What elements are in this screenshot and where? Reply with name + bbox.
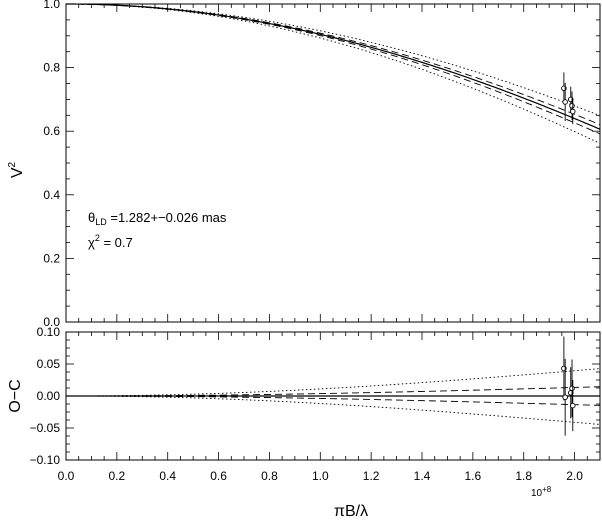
visibility-y-tick-label-4: 0.8	[43, 61, 60, 75]
visibility-point-3	[569, 103, 575, 109]
visibility-model-curves	[66, 3, 601, 144]
theta-annotation: θLD =1.282+−0.026 mas	[88, 210, 227, 227]
residual-model-curves	[66, 368, 601, 425]
residual-panel: −0.10 −0.05 0.00 0.05 0.10 0.0 0.2 0.4 0.6 0.8 1.…	[7, 325, 601, 520]
visibility-y-tick-label-3: 0.6	[43, 124, 60, 138]
residual-axis-ticks	[65, 331, 601, 461]
visibility-y-tick-label-2: 0.4	[43, 188, 60, 202]
residual-y-tick-label-1: −0.05	[30, 421, 61, 435]
x-tick-labels: 0.0 0.2 0.4 0.6 0.8 1.0 1.2 1.4 1.6 1.8 2.0	[58, 469, 584, 483]
residual-model-curve-dashed-1	[66, 395, 601, 406]
visibility-y-tick-label-1: 0.2	[43, 251, 60, 265]
x-tick-label-4: 0.8	[261, 469, 278, 483]
residual-y-tick-labels: −0.10 −0.05 0.00 0.05 0.10	[30, 325, 61, 467]
x-tick-label-7: 1.4	[414, 469, 431, 483]
visibility-model-curve-dotted-3	[66, 3, 601, 144]
residual-y-tick-label-2: 0.00	[37, 389, 61, 403]
visibility-point-1	[562, 99, 568, 105]
chi-square-annotation: χ2 = 0.7	[88, 233, 133, 250]
x-tick-label-10: 2.0	[566, 469, 583, 483]
x-tick-label-2: 0.4	[159, 469, 176, 483]
residual-y-tick-label-3: 0.05	[37, 357, 61, 371]
residual-y-tick-label-0: −0.10	[30, 453, 61, 467]
visibility-model-curve-dashed-2	[66, 3, 601, 126]
residual-data-points	[561, 336, 576, 436]
x-tick-label-0: 0.0	[58, 469, 75, 483]
residual-point-3	[569, 385, 575, 392]
residual-model-curve-dotted-4	[66, 368, 601, 397]
visibility-model-curve-dotted-4	[66, 3, 601, 117]
visibility-model-curve-dashed-1	[66, 3, 601, 135]
visibility-plot-frame	[65, 3, 601, 323]
visibility-point-4	[570, 108, 576, 115]
x-axis-title: πB/λ	[334, 503, 368, 520]
x-tick-label-9: 1.8	[515, 469, 532, 483]
residual-y-axis-title: O−C	[7, 379, 24, 412]
x-tick-label-5: 1.0	[312, 469, 329, 483]
visibility-axis-ticks	[65, 3, 601, 323]
visibility-data-points	[561, 72, 576, 125]
x-tick-label-8: 1.6	[465, 469, 482, 483]
residual-point-4	[570, 402, 576, 409]
visibility-model-curve-solid-0	[66, 3, 601, 130]
residual-point-1	[562, 394, 568, 401]
x-tick-label-3: 0.6	[210, 469, 227, 483]
x-tick-label-1: 0.2	[109, 469, 126, 483]
visibility-y-axis-title: V2	[7, 161, 26, 178]
x-axis-multiplier: 10+8	[531, 485, 552, 499]
residual-model-curve-dashed-2	[66, 386, 601, 397]
x-tick-label-6: 1.2	[363, 469, 380, 483]
residual-model-curve-dotted-3	[66, 395, 601, 425]
visibility-y-tick-labels: 0.0 0.2 0.4 0.6 0.8 1.0	[43, 0, 60, 329]
visibility-y-tick-label-5: 1.0	[43, 0, 60, 11]
residual-y-tick-label-4: 0.10	[37, 325, 61, 339]
visibility-y-tick-label-0: 0.0	[43, 315, 60, 329]
visibility-panel: 0.0 0.2 0.4 0.6 0.8 1.0 V2 θLD =1.282+−0.026 …	[7, 0, 601, 329]
